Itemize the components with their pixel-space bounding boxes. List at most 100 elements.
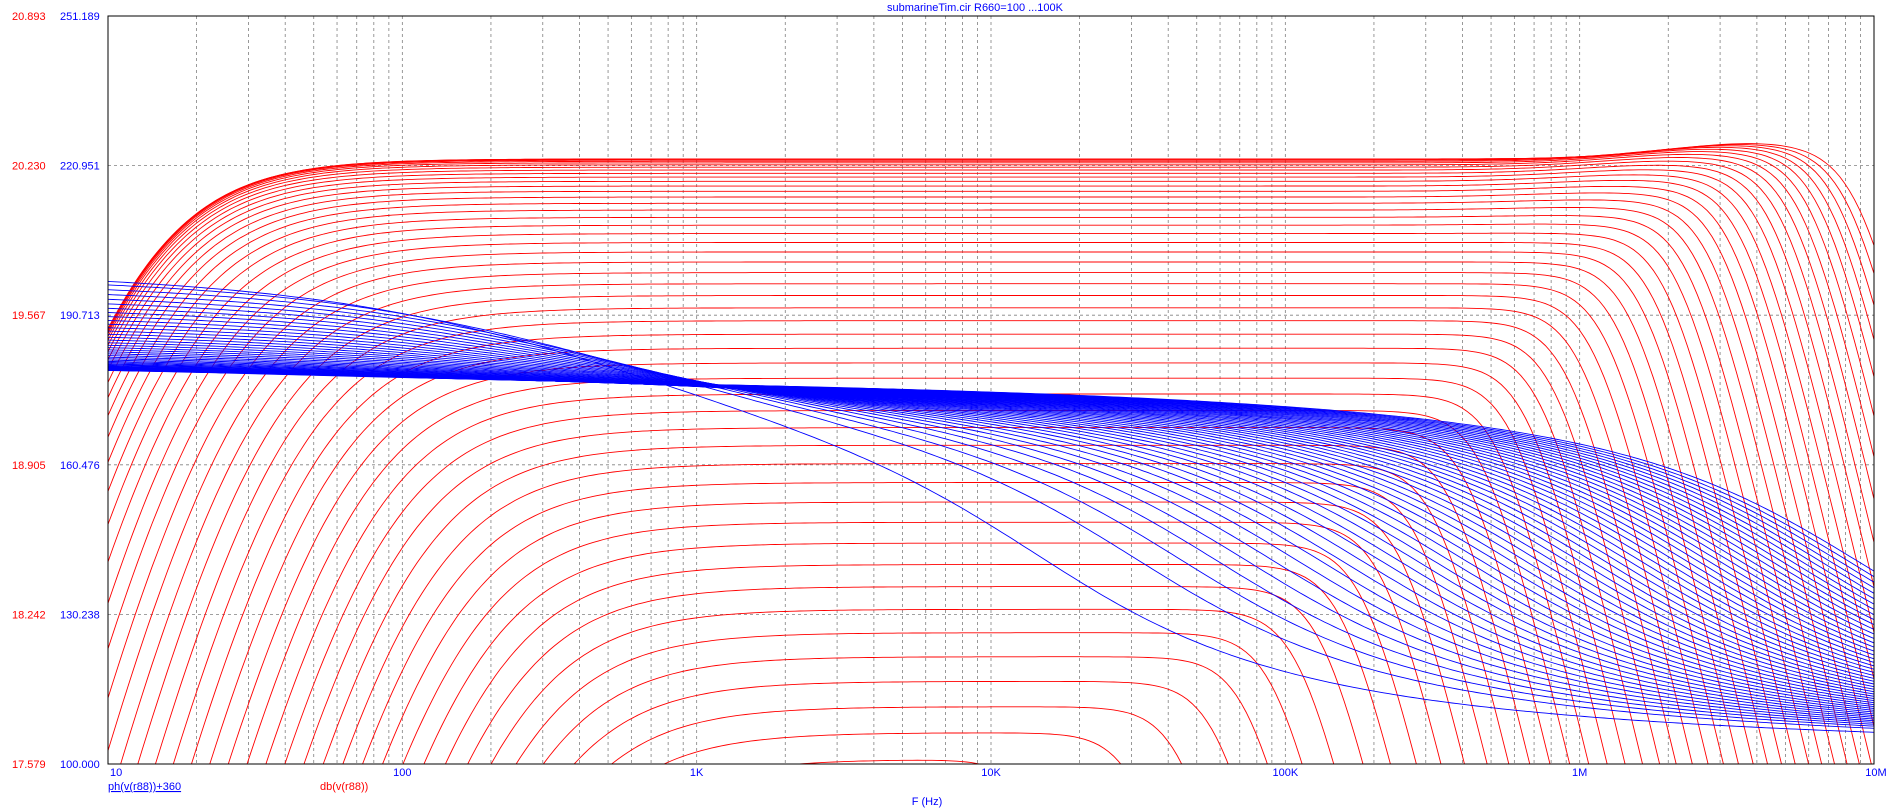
phase-trace (108, 312, 1874, 718)
phase-trace (108, 353, 1874, 690)
y-left-tick-label: 20.893 (12, 11, 46, 23)
phase-trace (108, 360, 1874, 676)
phase-trace (108, 364, 1874, 667)
y-right-tick-label: 160.476 (60, 460, 100, 472)
magnitude-trace (662, 732, 1122, 764)
y-right-tick-label: 251.189 (60, 11, 100, 23)
phase-trace (108, 364, 1874, 663)
phase-trace (108, 365, 1874, 660)
phase-trace (108, 347, 1874, 697)
magnitude-trace (108, 174, 1874, 680)
magnitude-trace (246, 377, 1608, 764)
magnitude-trace (108, 199, 1848, 764)
phase-trace (108, 327, 1874, 711)
magnitude-trace (108, 185, 1872, 764)
magnitude-trace (542, 656, 1268, 764)
y-right-ticks: 251.189 220.951 190.713 160.476 130.238 100.0… (60, 11, 100, 771)
magnitude-trace (402, 521, 1442, 764)
magnitude-trace (515, 632, 1303, 764)
y-right-tick-label: 190.713 (60, 310, 100, 322)
magnitude-trace (362, 482, 1488, 764)
phase-trace (108, 358, 1874, 682)
y-left-tick-label: 19.567 (12, 310, 46, 322)
magnitude-trace (342, 463, 1510, 764)
phase-trace (108, 316, 1874, 717)
y-left-ticks: 20.893 20.230 19.567 18.905 18.242 17.579 (12, 11, 46, 771)
magnitude-trace (154, 307, 1693, 764)
phase-trace-label: ph(v(r88))+360 (108, 781, 181, 793)
phase-trace (108, 349, 1874, 695)
magnitude-trace (108, 143, 1874, 329)
grid-lines (108, 16, 1874, 764)
phase-traces (108, 280, 1874, 733)
curves (108, 143, 1874, 764)
magnitude-trace (467, 586, 1364, 764)
x-axis-label: F (Hz) (912, 796, 943, 808)
magnitude-trace (227, 362, 1626, 764)
y-right-tick-label: 220.951 (60, 161, 100, 173)
x-tick-label: 1M (1572, 767, 1587, 779)
magnitude-trace (209, 347, 1643, 764)
magnitude-trace (382, 501, 1465, 764)
phase-trace (108, 320, 1874, 715)
phase-trace (108, 330, 1874, 709)
magnitude-trace (108, 153, 1874, 458)
magnitude-trace (108, 192, 1860, 764)
magnitude-trace (423, 542, 1417, 764)
magnitude-trace (108, 223, 1810, 764)
chart-title: submarineTim.cir R660=100 ...100K (887, 2, 1064, 14)
magnitude-trace (172, 320, 1677, 764)
magnitude-trace (108, 207, 1835, 764)
phase-trace (108, 298, 1874, 723)
magnitude-trace (120, 283, 1724, 764)
magnitude-trace (108, 151, 1874, 417)
phase-trace (108, 303, 1874, 722)
phase-trace (108, 294, 1874, 725)
x-tick-label: 10M (1865, 767, 1886, 779)
phase-trace (108, 359, 1874, 679)
x-tick-label: 10 (110, 767, 122, 779)
x-tick-label: 100K (1272, 767, 1298, 779)
magnitude-trace (610, 706, 1183, 764)
phase-trace (108, 333, 1874, 708)
phase-trace (108, 344, 1874, 699)
x-tick-label: 10K (981, 767, 1001, 779)
magnitude-trace (303, 427, 1551, 764)
phase-trace (108, 336, 1874, 706)
magnitude-trace (573, 680, 1229, 764)
phase-trace (108, 342, 1874, 702)
magnitude-trace (108, 272, 1739, 764)
x-tick-label: 1K (690, 767, 704, 779)
phase-trace (108, 307, 1874, 720)
plot-frame (107, 15, 1875, 765)
magnitude-trace (108, 169, 1874, 633)
y-left-tick-label: 20.230 (12, 161, 46, 173)
y-right-tick-label: 130.238 (60, 609, 100, 621)
magnitude-trace (108, 215, 1823, 764)
x-tick-label: 100 (393, 767, 411, 779)
magnitude-trace (490, 608, 1335, 764)
phase-trace (108, 323, 1874, 713)
phase-trace (108, 362, 1874, 673)
phase-trace (108, 284, 1874, 729)
phase-trace (108, 370, 1874, 572)
phase-trace (108, 339, 1874, 704)
x-ticks: 10 100 1K 10K 100K 1M 10M (110, 767, 1887, 779)
magnitude-trace (108, 261, 1754, 764)
phase-trace (108, 356, 1874, 685)
magnitude-trace (108, 179, 1874, 727)
magnitude-trace (322, 444, 1531, 764)
y-left-tick-label: 17.579 (12, 759, 46, 771)
phase-trace (108, 355, 1874, 688)
y-left-tick-label: 18.905 (12, 460, 46, 472)
magnitude-trace (108, 160, 1874, 543)
phase-trace (108, 289, 1874, 727)
magnitude-trace (444, 564, 1391, 764)
magnitude-trace-label: db(v(r88)) (320, 781, 368, 793)
magnitude-trace (108, 148, 1874, 378)
magnitude-trace (108, 232, 1796, 764)
magnitude-traces (108, 143, 1874, 764)
y-left-tick-label: 18.242 (12, 609, 46, 621)
magnitude-trace (108, 242, 1782, 764)
